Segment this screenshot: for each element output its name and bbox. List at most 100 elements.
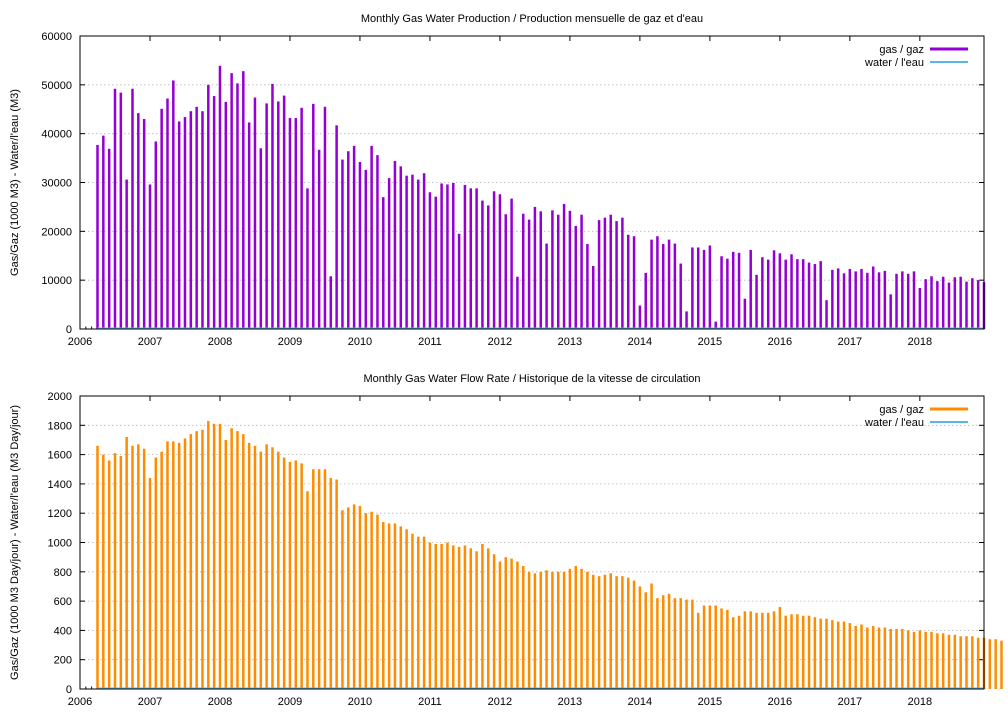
bar: [358, 161, 362, 329]
bar: [142, 448, 146, 689]
y-axis-ticks: 0 10000 20000 30000 40000 50000 60000: [41, 31, 984, 336]
x-tick-label: 2015: [698, 696, 722, 708]
bar: [317, 469, 321, 689]
y-tick-label: 200: [54, 655, 72, 667]
x-tick-label: 2014: [628, 696, 652, 708]
bar: [737, 615, 741, 689]
bar: [819, 261, 822, 329]
bar: [393, 523, 397, 689]
bar: [387, 523, 391, 689]
x-tick-label: 2008: [208, 336, 232, 348]
bar: [236, 431, 239, 689]
bar: [177, 121, 181, 329]
plot-frame: [79, 35, 985, 330]
bar: [253, 97, 257, 329]
bar: [277, 101, 280, 329]
bar: [644, 272, 647, 329]
bar: [936, 281, 939, 329]
bar: [382, 521, 385, 689]
bar: [446, 542, 449, 689]
bar: [417, 179, 420, 329]
bar: [650, 583, 653, 689]
bar: [836, 621, 840, 689]
bar: [242, 434, 245, 689]
bar: [685, 311, 688, 329]
bar: [125, 179, 128, 329]
x-tick-label: 2010: [348, 336, 372, 348]
bar: [568, 568, 572, 689]
bar: [941, 276, 945, 329]
bar: [871, 626, 875, 689]
bar: [533, 573, 537, 689]
bar: [428, 542, 432, 689]
bar: [574, 565, 577, 689]
bar: [306, 188, 309, 329]
bar: [842, 621, 846, 689]
x-tick-label: 2018: [908, 336, 932, 348]
bar: [376, 155, 379, 329]
bar: [556, 214, 560, 329]
bar: [148, 478, 152, 689]
bar: [831, 269, 834, 329]
bar: [177, 442, 181, 689]
bar: [772, 250, 776, 329]
bar: [107, 460, 111, 689]
bar: [183, 117, 187, 330]
x-tick-label: 2017: [838, 696, 862, 708]
x-tick-label: 2007: [138, 696, 162, 708]
x-tick-label: 2012: [488, 696, 512, 708]
bar: [545, 243, 548, 329]
legend-label: gas / gaz: [879, 44, 924, 56]
bar: [574, 225, 577, 329]
bar: [533, 206, 537, 329]
bar: [924, 631, 927, 689]
bar: [720, 608, 723, 689]
bar: [615, 221, 618, 329]
bar: [463, 545, 467, 689]
bar: [965, 281, 968, 329]
x-tick-label: 2015: [698, 336, 722, 348]
bar: [405, 529, 408, 689]
bar: [452, 182, 455, 329]
bar: [358, 505, 362, 689]
bar: [586, 244, 589, 329]
bar: [527, 571, 531, 689]
x-tick-label: 2006: [68, 696, 92, 708]
bar: [895, 273, 898, 329]
bar: [160, 108, 163, 330]
bar: [125, 437, 128, 689]
bar: [172, 80, 175, 330]
bar: [102, 454, 105, 689]
y-tick-label: 20000: [41, 226, 72, 238]
bar: [434, 543, 438, 689]
bar: [166, 98, 169, 329]
bar: [580, 214, 583, 329]
bar: [568, 210, 572, 329]
bar: [784, 259, 787, 329]
bar: [253, 445, 257, 689]
bar: [947, 282, 951, 329]
bar: [819, 618, 822, 689]
bar: [580, 568, 583, 689]
bar: [446, 184, 449, 329]
bar: [609, 573, 612, 689]
bar: [119, 456, 123, 689]
chart-title: Monthly Gas Water Flow Rate / Historique…: [363, 373, 700, 385]
x-tick-label: 2009: [278, 336, 302, 348]
bar: [142, 119, 146, 330]
x-tick-label: 2011: [418, 696, 442, 708]
bar: [778, 606, 782, 689]
y-tick-label: 800: [54, 567, 72, 579]
bar: [755, 274, 758, 329]
bar: [796, 614, 799, 689]
bar: [510, 198, 513, 329]
bar: [825, 300, 828, 329]
x-tick-label: 2011: [418, 336, 442, 348]
x-tick-label: 2013: [558, 696, 582, 708]
bar: [883, 627, 887, 689]
series-gas: [96, 65, 986, 330]
bar: [323, 469, 327, 689]
bar: [994, 639, 997, 689]
